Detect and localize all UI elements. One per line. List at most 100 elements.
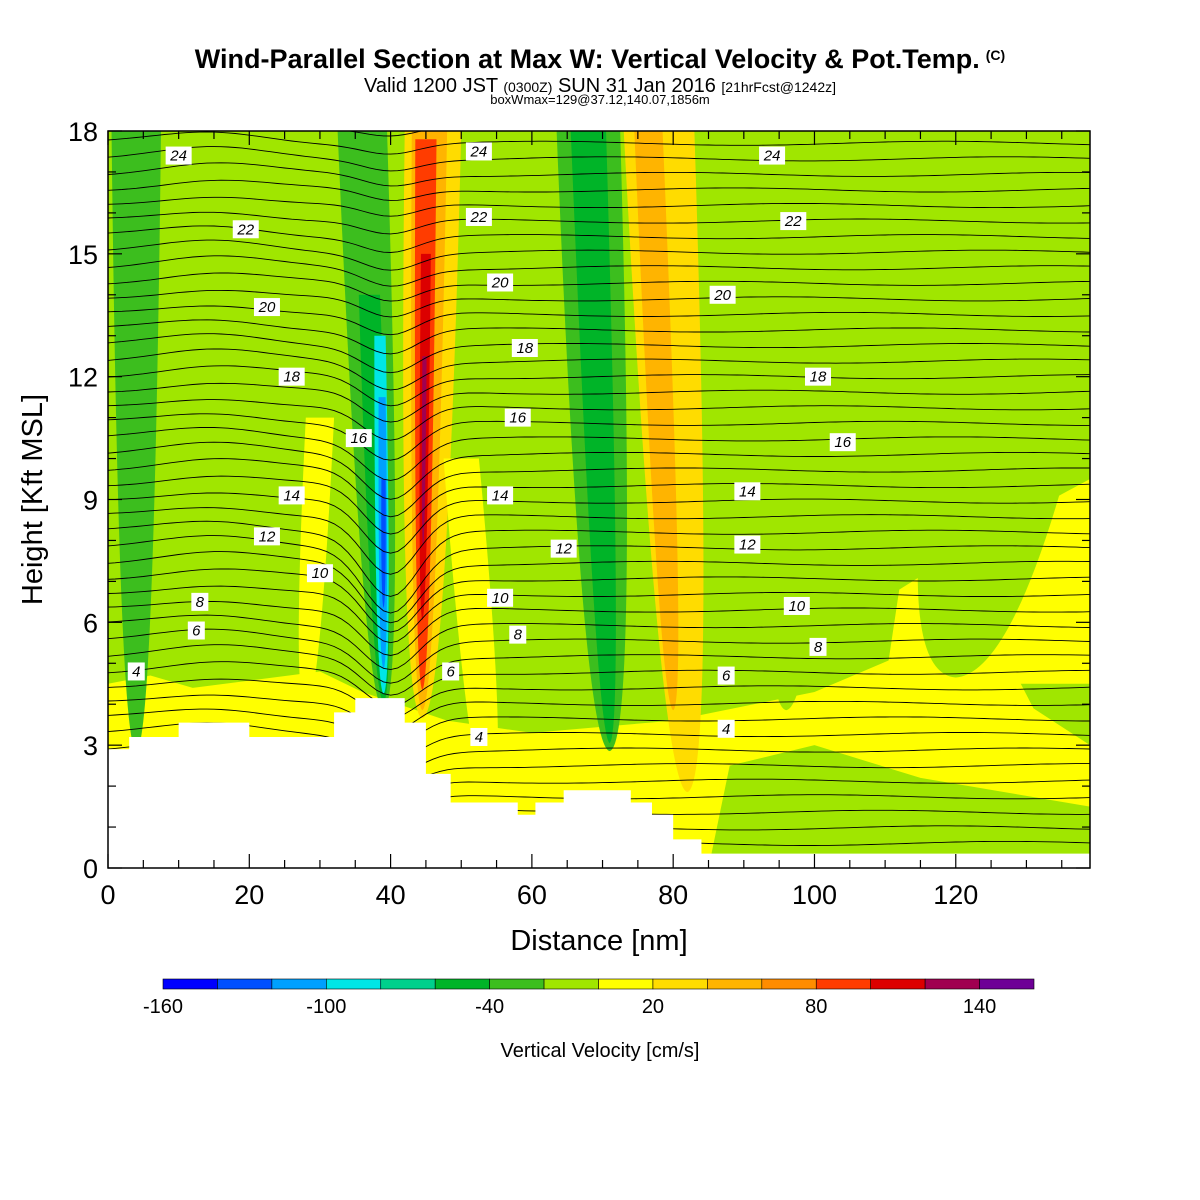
theta-label-21: 10 [312,565,329,582]
colorbar-label-2: -40 [475,996,504,1018]
theta-contour-44 [108,146,1090,172]
theta-contour-16 [108,585,1090,644]
theta-label-18: 12 [259,528,276,545]
theta-label-16: 14 [492,487,509,504]
theta-contour-27 [108,413,1090,461]
theta-label-bg-16 [487,486,514,505]
theta-label-bg-27 [187,621,205,640]
theta-contour-47 [108,104,1090,118]
theta-contour-10 [108,678,1090,719]
theta-contour-11 [108,661,1090,707]
colorbar-label-4: 80 [805,996,827,1018]
vv-band-11 [421,356,427,547]
theta-contour-45 [108,131,1090,155]
y-tick-label-1: 3 [83,731,98,761]
theta-label-1: 24 [470,143,488,160]
theta-label-5: 22 [784,213,802,230]
theta-label-32: 4 [722,721,730,738]
theta-contour-21 [108,507,1090,575]
theta-label-31: 4 [475,729,483,746]
theta-contour-13 [108,628,1090,684]
theta-label-bg-3 [232,220,259,239]
theta-label-bg-14 [829,433,856,452]
colorbar-swatch-4 [380,978,436,990]
theta-label-9: 18 [283,369,300,386]
theta-contour-36 [108,272,1090,302]
theta-label-8: 20 [713,287,731,304]
theta-label-bg-5 [780,212,807,231]
theta-contour-8 [108,708,1090,747]
theta-label-17: 14 [739,483,756,500]
subtitle-valid: Valid 1200 JST [363,75,498,97]
theta-label-bg-15 [278,486,305,505]
theta-label-bg-1 [465,142,492,161]
colorbar-swatch-6 [489,978,545,990]
theta-label-bg-8 [709,285,736,304]
theta-label-29: 6 [722,668,731,685]
colorbar-swatch-7 [543,978,599,990]
colorbar-label-0: -160 [143,996,183,1018]
theta-label-28: 6 [446,663,455,680]
theta-label-bg-17 [734,482,761,501]
colorbar-swatch-14 [924,978,980,990]
colorbar-label-3: 20 [642,996,664,1018]
vv-band-6 [381,479,386,608]
vv-band-1 [298,417,335,711]
theta-contour-23 [108,475,1090,535]
colorbar-swatch-5 [434,978,490,990]
theta-label-19: 12 [555,541,572,558]
chart-title-mark: (C) [985,47,1006,63]
theta-label-bg-2 [759,146,786,165]
theta-label-bg-24 [191,592,209,611]
theta-label-bg-12 [345,429,372,448]
theta-contour-9 [108,694,1090,732]
colorbar-label-5: 140 [963,996,996,1018]
theta-contour-17 [108,568,1090,633]
x-tick-label-0: 0 [100,880,115,910]
theta-contour-30 [108,365,1090,407]
y-tick-label-5: 15 [68,240,98,270]
plot-area: 24 24 24 22 22 22 20 20 20 18 18 18 16 16 16 14 14 14 12 12… [108,104,1090,868]
theta-label-bg-10 [511,339,538,358]
theta-contour-43 [108,162,1090,187]
y-tick-label-3: 9 [83,486,98,516]
theta-contour-41 [108,196,1090,217]
x-tick-label-5: 100 [792,880,837,910]
vv-band-17 [768,131,843,711]
theta-label-bg-6 [253,298,280,317]
colorbar-swatch-15 [979,978,1035,990]
colorbar-label-1: -100 [306,996,346,1018]
x-tick-label-1: 20 [234,880,264,910]
colorbar-swatch-12 [815,978,871,990]
theta-contour-15 [108,600,1090,656]
theta-label-bg-4 [465,207,492,226]
box-info: boxWmax=129@37.12,140.07,1856m [490,92,710,107]
vv-band-0 [111,131,161,752]
theta-label-bg-22 [487,588,514,607]
theta-label-15: 14 [283,487,300,504]
colorbar-swatch-0 [162,978,218,990]
theta-contour-31 [108,348,1090,391]
theta-label-24: 8 [196,594,205,611]
theta-contour-28 [108,399,1090,441]
x-tick-label-6: 120 [933,880,978,910]
theta-label-2: 24 [763,148,781,165]
theta-contour-29 [108,382,1090,423]
theta-contour-7 [108,722,1090,763]
subtitle-date: SUN 31 Jan 2016 [557,75,716,97]
theta-label-bg-7 [487,273,514,292]
theta-label-20: 12 [739,537,756,554]
theta-contour-35 [108,289,1090,318]
colorbar-swatch-10 [707,978,763,990]
colorbar-swatch-2 [271,978,327,990]
theta-contour-12 [108,644,1090,696]
theta-label-bg-13 [504,408,531,427]
vv-band-12 [443,458,498,801]
chart-title: Wind-Parallel Section at Max W: Vertical… [0,44,1200,75]
theta-label-10: 18 [516,340,533,357]
theta-label-bg-30 [127,662,145,681]
theta-label-23: 10 [788,598,805,615]
colorbar-swatch-11 [761,978,817,990]
theta-contour-39 [108,225,1090,253]
